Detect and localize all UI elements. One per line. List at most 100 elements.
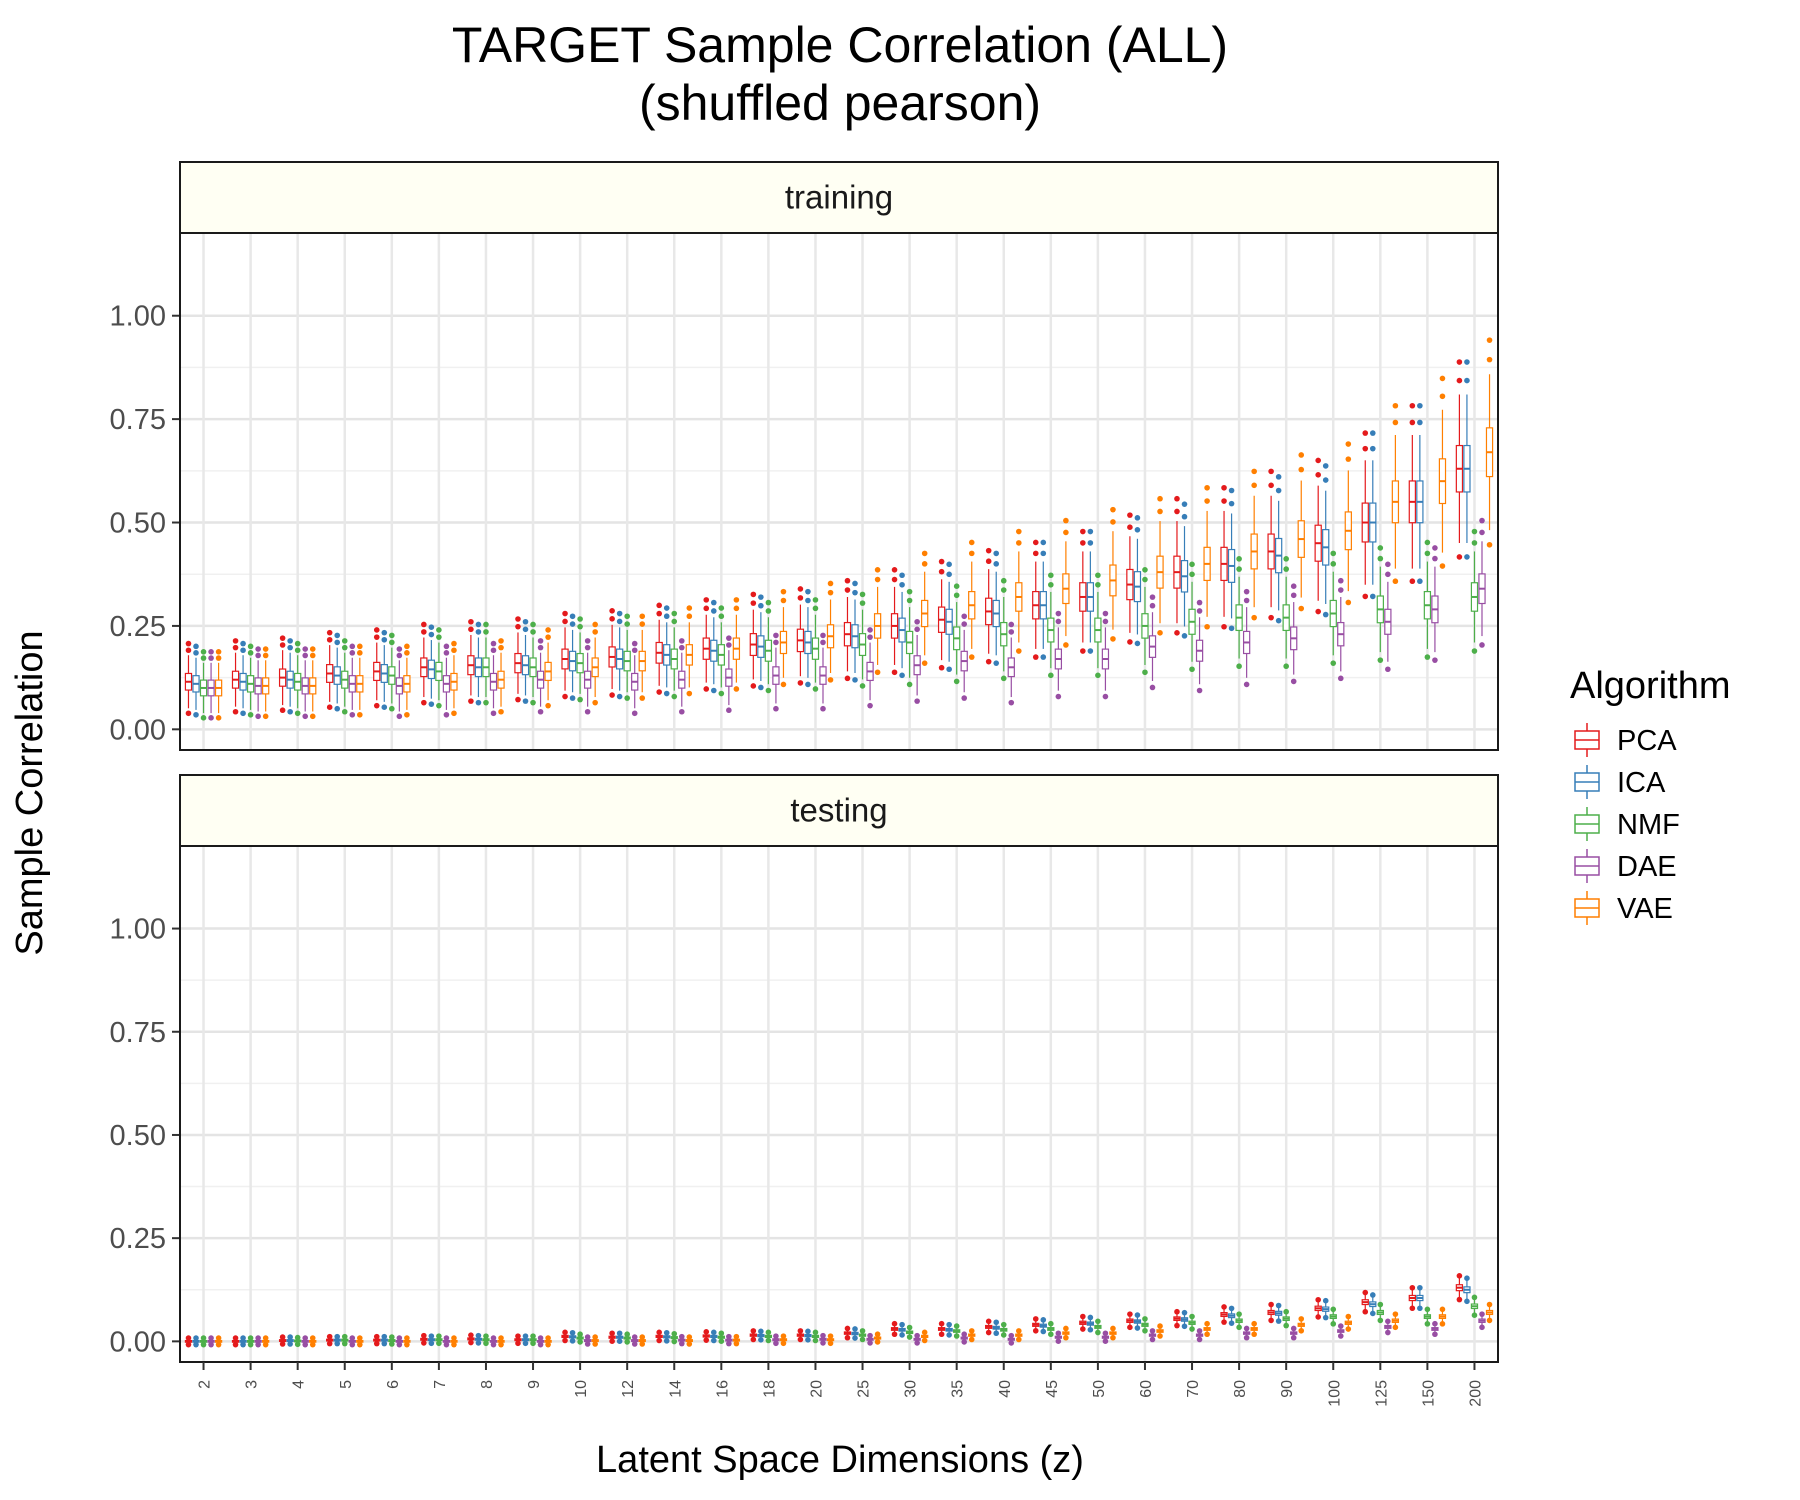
- box: [953, 1323, 961, 1339]
- box: [1079, 528, 1087, 654]
- outlier-point: [733, 686, 740, 692]
- outlier-point: [1221, 484, 1227, 491]
- x-tick-label: 45: [1044, 1380, 1061, 1398]
- outlier-point: [1063, 1325, 1069, 1332]
- outlier-point: [569, 695, 576, 701]
- outlier-point: [490, 1335, 497, 1341]
- outlier-point: [686, 1334, 693, 1340]
- box: [1485, 337, 1494, 548]
- outlier-point: [1032, 539, 1039, 546]
- box: [1485, 1301, 1494, 1324]
- box: [1361, 1289, 1369, 1315]
- outlier-point: [710, 608, 717, 614]
- box: [1282, 556, 1290, 670]
- box: [1408, 402, 1416, 585]
- outlier-point: [914, 618, 920, 625]
- box: [858, 1328, 867, 1343]
- box: [356, 1335, 364, 1348]
- outlier-point: [1464, 377, 1470, 384]
- x-tick-label: 9: [526, 1380, 543, 1389]
- outlier-point: [663, 1329, 670, 1336]
- outlier-point: [215, 715, 222, 721]
- outlier-point: [1142, 1316, 1148, 1322]
- outlier-point: [421, 1332, 427, 1339]
- outlier-point: [1479, 517, 1485, 524]
- box: [388, 1334, 396, 1347]
- outlier-point: [609, 1330, 615, 1337]
- outlier-point: [421, 699, 427, 706]
- box: [1156, 495, 1164, 636]
- box: [583, 638, 592, 715]
- outlier-point: [703, 1329, 710, 1335]
- outlier-point: [1417, 419, 1423, 426]
- outlier-point: [765, 599, 772, 606]
- box: [262, 646, 270, 720]
- box: [1322, 463, 1330, 618]
- box: [1062, 1325, 1070, 1341]
- box: [348, 1335, 356, 1348]
- outlier-point: [522, 1340, 529, 1347]
- outlier-point: [1032, 654, 1039, 660]
- outlier-point: [537, 638, 544, 644]
- outlier-point: [515, 623, 521, 630]
- outlier-point: [436, 702, 442, 709]
- outlier-point: [961, 621, 968, 627]
- outlier-point: [703, 1337, 710, 1343]
- outlier-point: [483, 1340, 489, 1347]
- outlier-point: [750, 600, 757, 606]
- outlier-point: [921, 660, 928, 666]
- box: [663, 1329, 671, 1344]
- outlier-point: [287, 638, 293, 644]
- outlier-point: [750, 1336, 757, 1343]
- outlier-point: [1290, 1334, 1297, 1341]
- box: [898, 1321, 906, 1338]
- outlier-point: [1127, 639, 1133, 645]
- box: [1274, 474, 1283, 624]
- outlier-point: [678, 1333, 685, 1340]
- box: [858, 591, 867, 689]
- outlier-point: [609, 1338, 615, 1344]
- box: [348, 643, 356, 718]
- box: [663, 605, 671, 697]
- box: [725, 635, 733, 714]
- box: [246, 1335, 255, 1348]
- box: [420, 621, 428, 706]
- outlier-point: [1000, 577, 1007, 584]
- box: [764, 1329, 773, 1344]
- outlier-point: [1080, 648, 1086, 654]
- outlier-point: [1315, 608, 1321, 615]
- box: [561, 610, 569, 700]
- outlier-point: [671, 1338, 678, 1345]
- outlier-point: [985, 1329, 992, 1336]
- box: [239, 1335, 247, 1348]
- outlier-point: [859, 600, 866, 606]
- outlier-point: [678, 708, 685, 715]
- box: [1416, 1284, 1424, 1312]
- outlier-point: [1424, 1306, 1431, 1313]
- outlier-point: [1345, 599, 1352, 606]
- box: [623, 613, 631, 701]
- outlier-point: [805, 1328, 811, 1335]
- box: [497, 1335, 505, 1348]
- outlier-point: [1181, 501, 1188, 507]
- box: [631, 640, 639, 717]
- outlier-point: [867, 627, 873, 633]
- outlier-point: [1417, 578, 1423, 585]
- outlier-point: [309, 713, 316, 720]
- outlier-point: [985, 1318, 992, 1325]
- outlier-point: [247, 1335, 254, 1341]
- x-tick-label: 10: [573, 1380, 590, 1398]
- outlier-point: [569, 1338, 576, 1344]
- box: [207, 1335, 215, 1348]
- outlier-point: [773, 632, 779, 639]
- box: [985, 547, 993, 665]
- outlier-point: [1290, 678, 1297, 685]
- outlier-point: [1456, 1273, 1463, 1279]
- outlier-point: [1283, 566, 1289, 572]
- box: [779, 1333, 788, 1347]
- outlier-point: [639, 621, 646, 627]
- outlier-point: [1080, 540, 1086, 546]
- outlier-point: [773, 1340, 779, 1347]
- outlier-point: [961, 1339, 968, 1345]
- series-vae: [214, 1301, 1494, 1348]
